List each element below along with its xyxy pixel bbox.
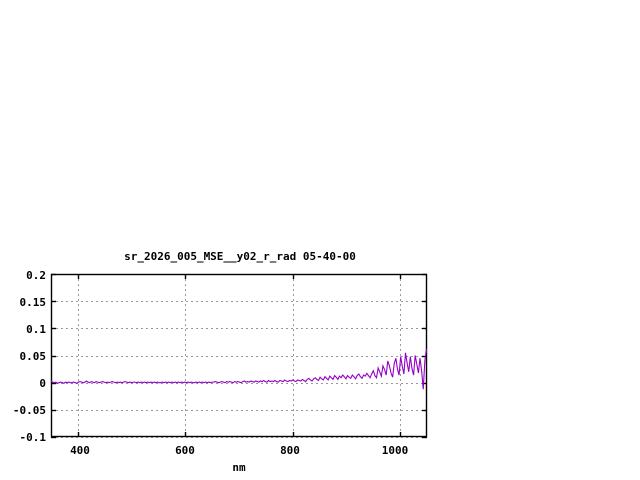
x-axis-label: nm: [232, 461, 246, 474]
tickmarks-group: [51, 273, 427, 439]
y-tick-label-0.15: 0.15: [19, 296, 47, 309]
y-tick-label--0.05: -0.05: [12, 404, 46, 417]
gridlines-group: [51, 274, 427, 438]
data-series-line: [50, 348, 428, 390]
x-tick-label-800: 800: [280, 444, 300, 457]
y-tick-label--0.1: -0.1: [19, 431, 47, 444]
plot-frame: [50, 273, 428, 438]
y-tick-label-0.2: 0.2: [26, 269, 46, 282]
x-tick-label-400: 400: [70, 444, 90, 457]
y-tick-label-0.1: 0.1: [26, 323, 46, 336]
y-tick-label-0.05: 0.05: [19, 350, 47, 363]
x-tick-label-1000: 1000: [381, 444, 409, 457]
chart-title: sr_2026_005_MSE__y02_r_rad 05-40-00: [124, 250, 356, 263]
y-tick-label-0: 0: [39, 377, 46, 390]
x-tick-label-600: 600: [175, 444, 195, 457]
